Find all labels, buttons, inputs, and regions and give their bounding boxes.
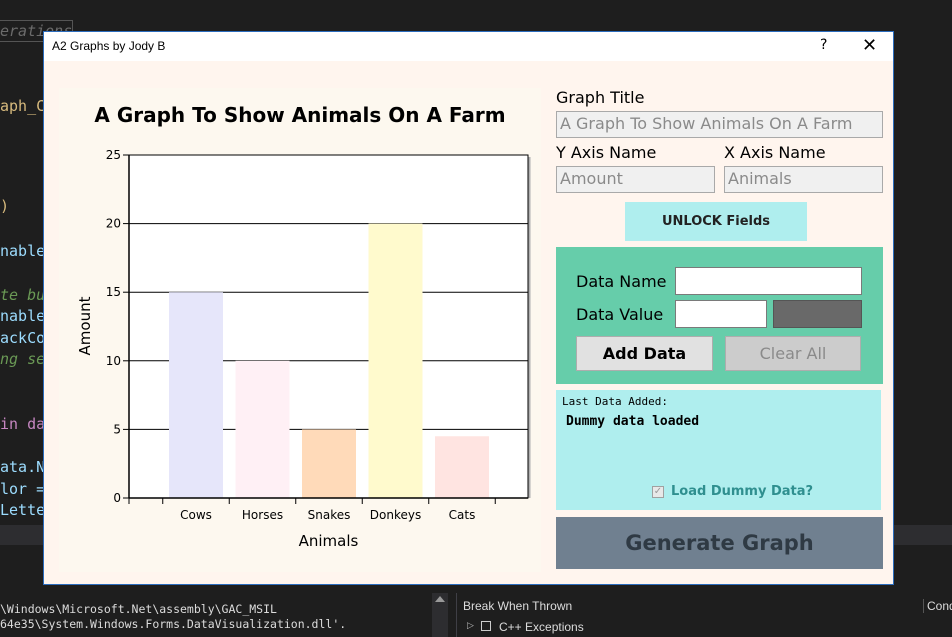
y-tick-label: 25 [106, 148, 121, 162]
ide-code-editor: aph_C) nable te bu nable ackCo ng se in da ata.… [0, 0, 46, 540]
graph-title-field[interactable]: A Graph To Show Animals On A Farm [556, 111, 883, 138]
bar-cows [169, 292, 223, 498]
exception-checkbox[interactable] [481, 621, 491, 631]
bar-horses [235, 360, 290, 498]
output-scrollbar[interactable] [432, 593, 448, 637]
graph-title-label: Graph Title [556, 88, 645, 107]
code-line: ata.N [0, 458, 46, 476]
dummy-data-checkbox[interactable]: ✓ [652, 486, 664, 498]
exceptions-item: C++ Exceptions [499, 620, 584, 634]
bar-cats [435, 436, 489, 498]
help-button[interactable]: ? [820, 37, 828, 53]
chart-area: A Graph To Show Animals On A Farm 0 5 10 15… [59, 88, 541, 572]
last-data-panel: Last Data Added: Dummy data loaded ✓ Loa… [556, 390, 881, 510]
code-line: ackCo [0, 329, 46, 347]
exceptions-header: Break When Thrown [463, 599, 573, 613]
clear-all-button[interactable]: Clear All [725, 336, 861, 371]
data-name-input[interactable] [675, 267, 862, 295]
code-line: lor = [0, 480, 46, 498]
ide-editor-right [894, 0, 952, 525]
y-axis-title: Amount [76, 296, 94, 355]
y-tick-label: 0 [113, 491, 121, 505]
app-window: A2 Graphs by Jody B ? ✕ A Graph To Show … [43, 31, 894, 585]
last-data-value: Dummy data loaded [566, 414, 700, 429]
x-tick-label: Cats [449, 508, 476, 522]
close-button[interactable]: ✕ [862, 35, 878, 56]
dummy-data-label[interactable]: Load Dummy Data? [671, 484, 814, 499]
exceptions-col2-header: Cond [923, 599, 952, 613]
code-line: nable [0, 307, 46, 325]
x-axis-title: Animals [299, 532, 359, 550]
ide-output-pane: \Windows\Microsoft.Net\assembly\GAC_MSIL… [0, 602, 346, 632]
code-line: ) [0, 197, 10, 215]
code-line: te bu [0, 286, 46, 304]
y-axis-field[interactable]: Amount [556, 166, 715, 193]
code-line: ng se [0, 350, 46, 368]
expand-arrow-icon[interactable]: ▷ [467, 620, 474, 630]
chart-title: A Graph To Show Animals On A Farm [94, 103, 506, 127]
scroll-up-icon[interactable] [435, 596, 445, 602]
color-picker-swatch[interactable] [773, 300, 862, 328]
add-data-button[interactable]: Add Data [576, 336, 713, 371]
exception-settings-pane: Break When Thrown Cond ▷ C++ Exceptions [456, 593, 952, 637]
x-axis-field[interactable]: Animals [724, 166, 883, 193]
code-line: nable [0, 242, 46, 260]
bar-snakes [302, 429, 356, 498]
data-name-label: Data Name [576, 272, 667, 291]
code-line: in da [0, 415, 46, 433]
code-line: Lette [0, 501, 46, 519]
data-value-input[interactable] [675, 300, 767, 328]
generate-graph-button[interactable]: Generate Graph [556, 517, 883, 569]
y-tick-label: 15 [106, 285, 121, 299]
unlock-fields-button[interactable]: UNLOCK Fields [625, 202, 807, 241]
data-value-label: Data Value [576, 305, 664, 324]
y-tick-label: 20 [106, 217, 121, 231]
x-axis-label: X Axis Name [724, 143, 826, 162]
bar-donkeys [368, 223, 423, 498]
output-line: 64e35\System.Windows.Forms.DataVisualiza… [0, 617, 347, 631]
x-tick-label: Cows [180, 508, 212, 522]
y-tick-label: 10 [106, 354, 121, 368]
x-tick-label: Snakes [308, 508, 351, 522]
y-axis-label: Y Axis Name [556, 143, 657, 162]
output-line: \Windows\Microsoft.Net\assembly\GAC_MSIL [0, 602, 277, 616]
data-entry-panel: Data Name Data Value Add Data Clear All [556, 247, 883, 384]
title-bar: A2 Graphs by Jody B ? ✕ [44, 32, 893, 61]
y-tick-label: 5 [113, 422, 121, 436]
x-tick-label: Horses [242, 508, 283, 522]
x-tick-label: Donkeys [370, 508, 421, 522]
ide-bottom-panels: \Windows\Microsoft.Net\assembly\GAC_MSIL… [0, 585, 952, 637]
check-icon: ✓ [653, 486, 663, 497]
bar-chart: 0 5 10 15 20 25 Cows Horses Snakes Donkeys Cats Ani… [76, 148, 531, 550]
last-data-label: Last Data Added: [562, 395, 668, 408]
code-line: aph_C [0, 97, 46, 115]
window-title: A2 Graphs by Jody B [52, 39, 166, 53]
